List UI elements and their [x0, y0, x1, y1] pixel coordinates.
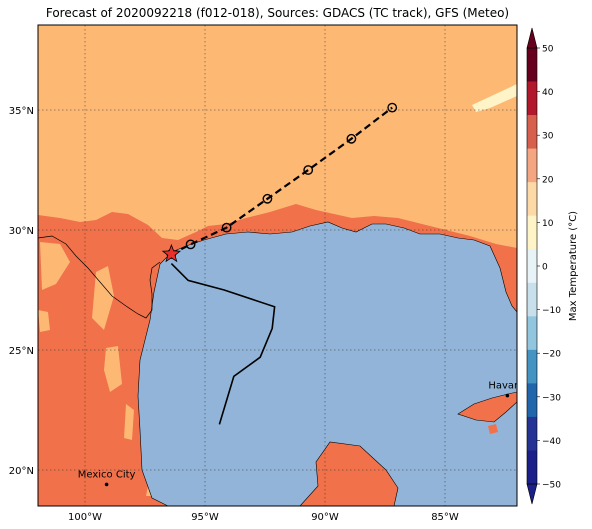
- colorbar-extend-top: [526, 27, 538, 49]
- lat-tick-label: 25°N: [9, 346, 34, 357]
- island-small: [488, 424, 498, 434]
- land-warm-patch: [104, 346, 122, 392]
- lat-tick-label: 30°N: [9, 226, 34, 237]
- colorbar-band: [527, 416, 537, 451]
- colorbar-band: [527, 215, 537, 250]
- colorbar-tick-label: −50: [542, 481, 561, 491]
- track-point: [262, 193, 273, 204]
- land-warm-patch: [124, 404, 134, 440]
- colorbar-band: [527, 383, 537, 418]
- lon-tick-label: 85°W: [431, 512, 459, 523]
- colorbar-tick-label: 0: [542, 263, 548, 273]
- colorbar-tick-label: −10: [542, 306, 561, 316]
- city-label: Havana: [488, 381, 526, 392]
- colorbar-tick-label: −40: [542, 437, 561, 447]
- lat-tick-label: 20°N: [9, 466, 34, 477]
- cuba-island: [457, 391, 517, 423]
- colorbar-band: [527, 282, 537, 317]
- map-title: Forecast of 2020092218 (f012-018), Sourc…: [45, 6, 510, 20]
- storm-position-marker: [161, 243, 182, 263]
- colorbar-band: [527, 182, 537, 216]
- land-warm-patch: [40, 242, 70, 290]
- colorbar-band: [527, 249, 537, 284]
- tc-track-forecast: [170, 106, 393, 255]
- map-frame: [37, 24, 518, 507]
- land-warm-patch: [38, 310, 50, 332]
- storm-star-icon: [161, 243, 182, 263]
- colorbar-band: [527, 148, 537, 183]
- track-point: [221, 222, 232, 233]
- graticule: [38, 25, 517, 506]
- track-point: [303, 165, 314, 175]
- longitude-labels: 100°W 95°W 90°W 85°W: [68, 512, 459, 523]
- colorbar-band: [527, 115, 537, 149]
- colorbar-tick-label: 50: [542, 45, 554, 55]
- colorbar-tick-label: 20: [542, 175, 554, 185]
- country-border: [38, 235, 161, 319]
- land-cool-region: [472, 84, 517, 112]
- latitude-labels: 35°N 30°N 25°N 20°N: [9, 106, 34, 477]
- track-point: [387, 102, 398, 113]
- city-labels: Havana Mexico City: [78, 381, 526, 487]
- colorbar-band: [527, 81, 537, 116]
- colorbar-tick-label: 30: [542, 132, 554, 142]
- colorbar-band: [527, 316, 537, 351]
- colorbar-band: [527, 450, 537, 485]
- city-dot: [104, 482, 109, 487]
- colorbar-band: [527, 48, 537, 82]
- city-dot: [505, 393, 510, 398]
- colorbar-tick-label: 10: [542, 219, 554, 229]
- track-point: [185, 239, 196, 250]
- lat-tick-label: 35°N: [9, 106, 34, 117]
- colorbar-extend-bottom: [526, 483, 538, 505]
- colorbar-label: Max Temperature (°C): [568, 211, 579, 321]
- city-label: Mexico City: [78, 469, 136, 480]
- track-point: [346, 133, 357, 144]
- lon-tick-label: 95°W: [191, 512, 219, 523]
- colorbar-band: [527, 349, 537, 384]
- colorbar-tick-label: −20: [542, 350, 561, 360]
- colorbar: 50 40 30 20 10 0 −10 −20 −30 −40 −50: [526, 27, 561, 505]
- colorbar-tick-label: 40: [542, 88, 554, 98]
- map-area: Havana Mexico City: [38, 25, 526, 506]
- tc-track-past: [170, 263, 276, 425]
- lon-tick-label: 100°W: [68, 512, 102, 523]
- colorbar-tick-label: −30: [542, 393, 561, 403]
- lon-tick-label: 90°W: [311, 512, 339, 523]
- land-warm-patch: [92, 266, 114, 330]
